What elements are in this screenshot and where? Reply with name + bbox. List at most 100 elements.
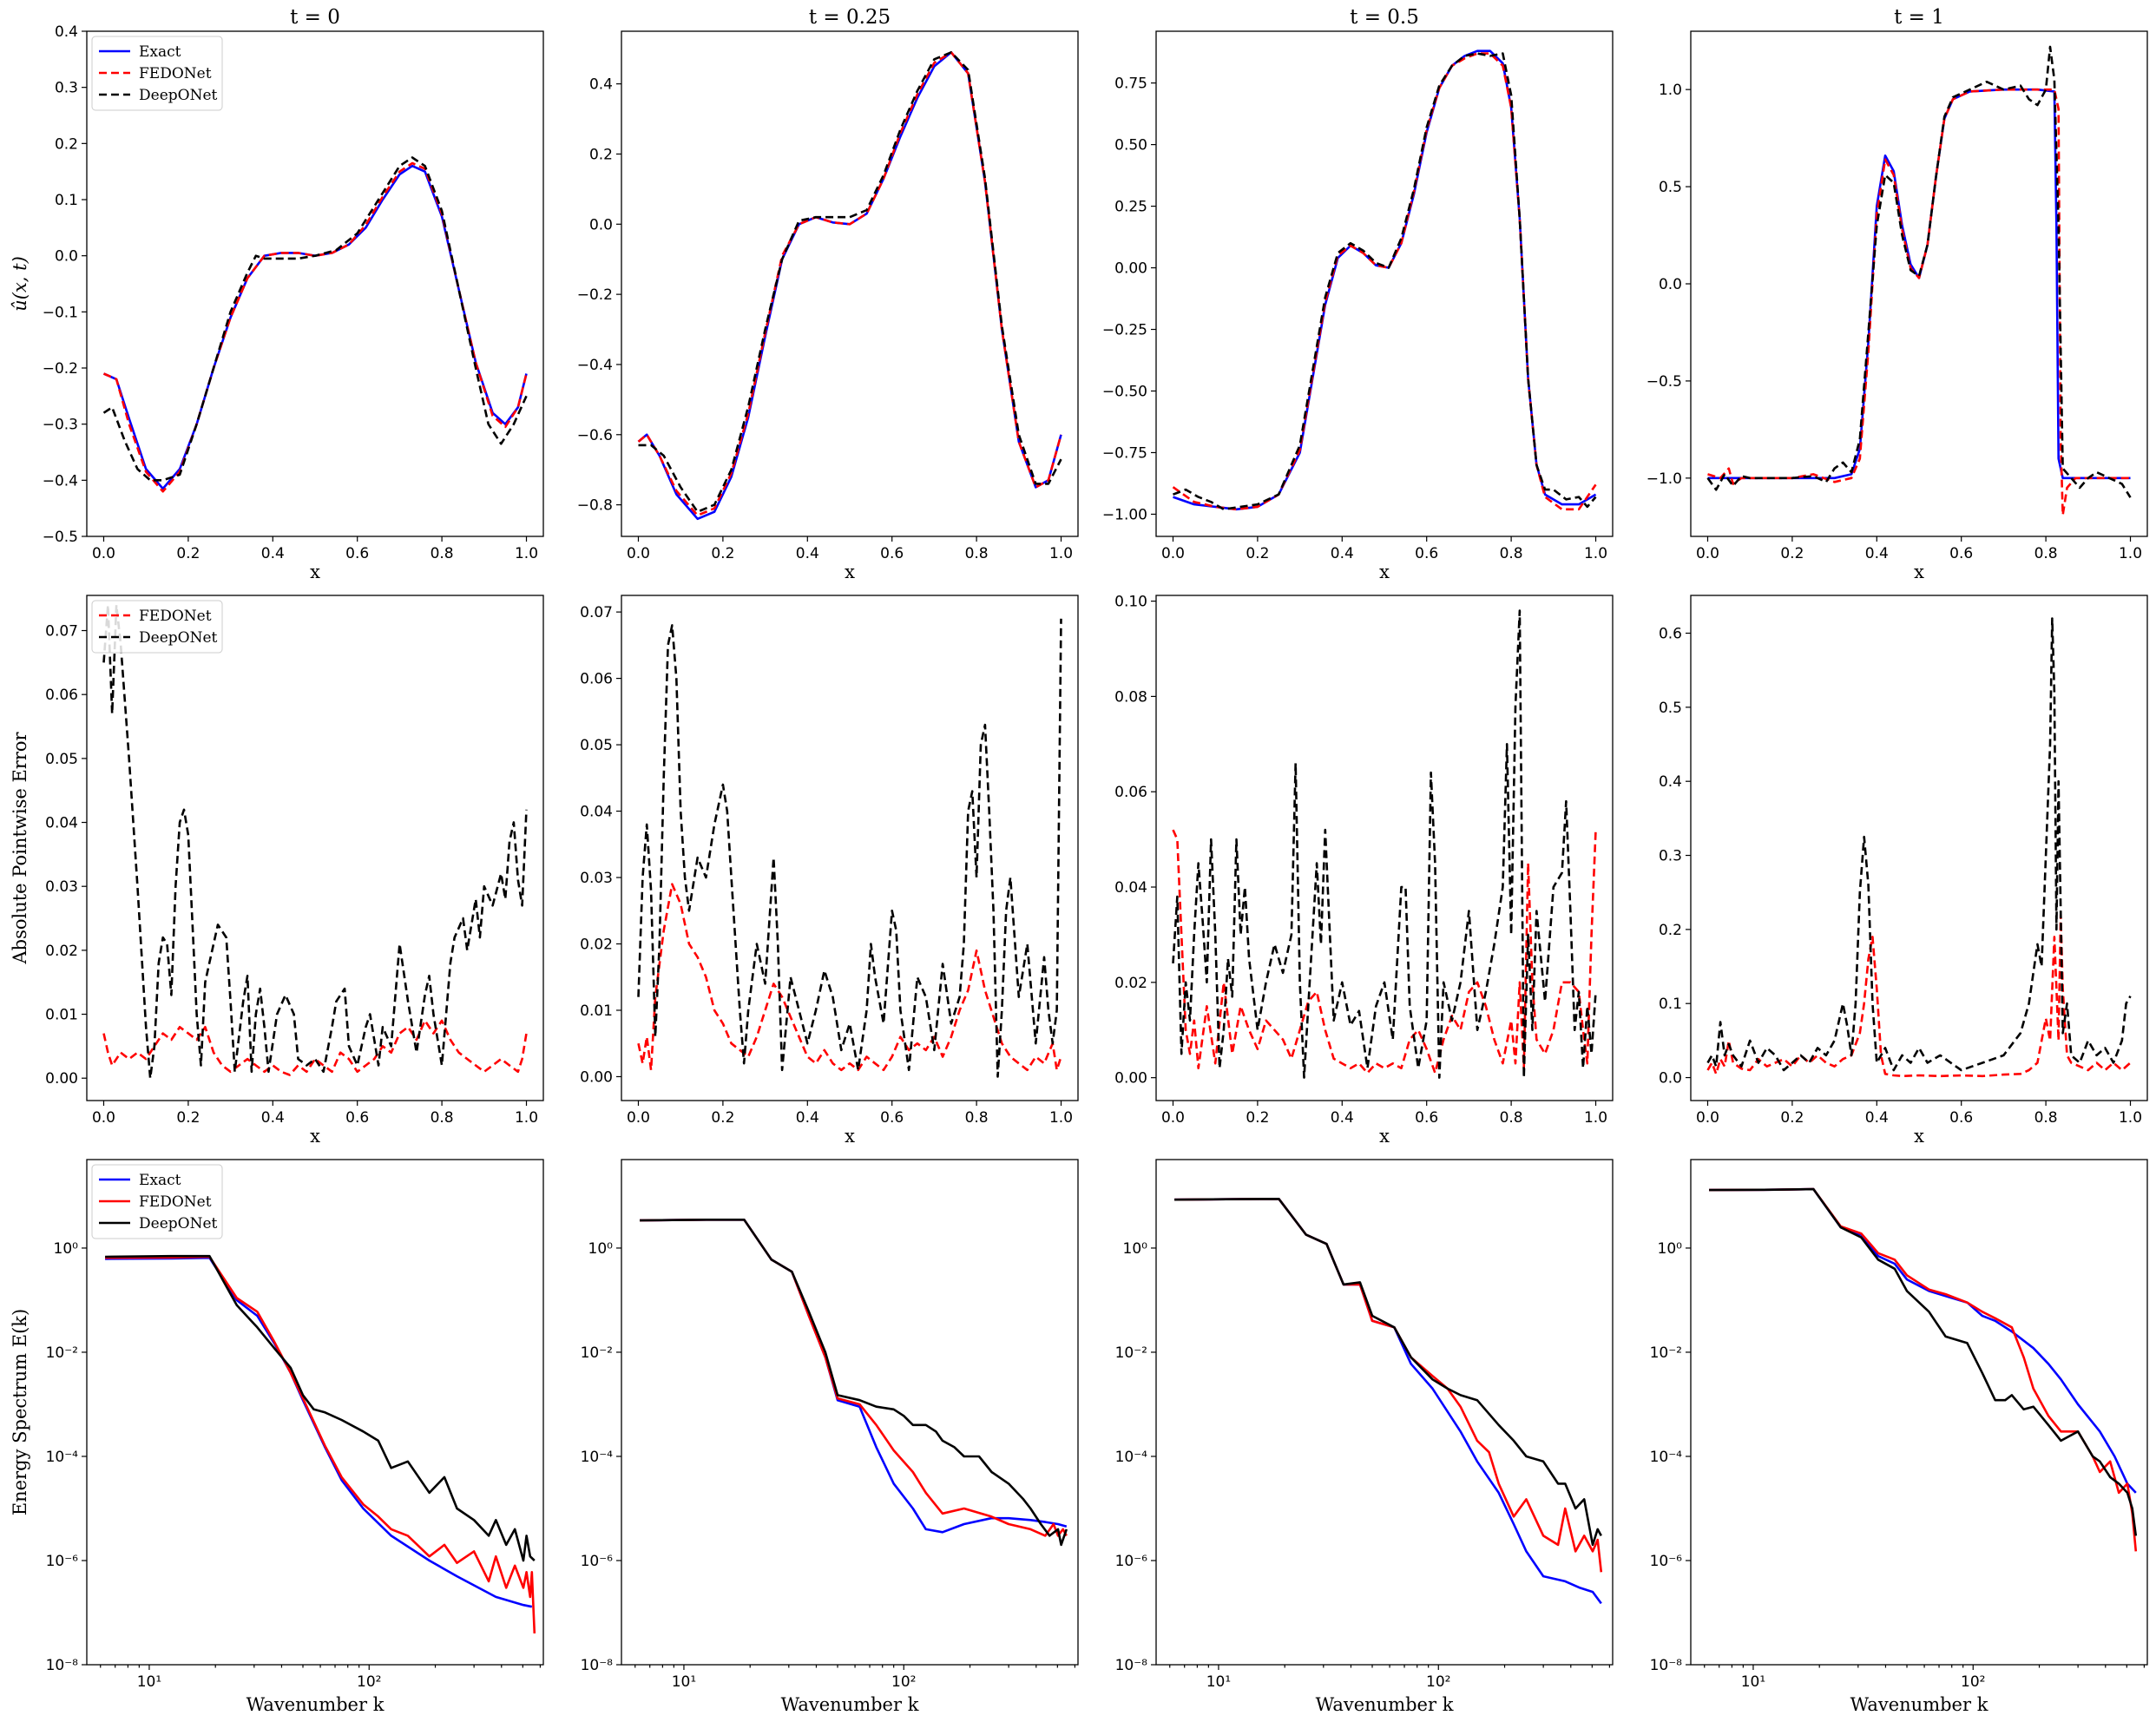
y-tick-label: −0.1	[43, 304, 78, 321]
y-axis-label: Absolute Pointwise Error	[10, 732, 30, 965]
x-tick-label: 0.0	[1161, 1109, 1185, 1127]
x-tick-label: 0.2	[1780, 545, 1804, 562]
y-tick-label: 0.05	[580, 737, 613, 754]
panel-error-t-0-5-frame	[1155, 595, 1614, 1101]
x-axis-label: x	[845, 1126, 855, 1147]
y-tick-label: 10⁻⁸	[1115, 1657, 1148, 1674]
panel-error-t-0-25-frame	[621, 595, 1079, 1101]
panel-solution-t-0-5-series	[1172, 49, 1597, 511]
series-line-fedonet	[1706, 913, 2132, 1078]
panel-solution-t-0: 0.0 0.2 0.4 0.6 0.8 1.0 −0.5 −0.4 −0.3 −0.2 −0.1 0.…	[10, 6, 544, 582]
y-tick-label: 0.01	[45, 1007, 78, 1024]
x-axis-label: x	[1914, 562, 1924, 582]
x-tick-label: 10¹	[1741, 1673, 1765, 1691]
series-line-exact	[1709, 1187, 2137, 1494]
panel-solution-t-1-frame	[1690, 30, 2148, 537]
x-axis-label: x	[1379, 562, 1390, 582]
x-axis-label: x	[845, 562, 855, 582]
x-tick-label: 0.8	[431, 1109, 454, 1127]
y-tick-label: −0.2	[577, 286, 613, 304]
y-tick-label: −1.00	[1102, 506, 1147, 523]
panel-error-t-0-5-series	[1172, 609, 1597, 1079]
legend-entry-deeponet: DeepONet	[139, 1215, 218, 1232]
x-axis-label: x	[1914, 1126, 1924, 1147]
y-tick-label: 0.01	[580, 1002, 613, 1020]
series-line-fedonet	[102, 1019, 528, 1076]
y-tick-label: −0.4	[577, 357, 613, 374]
legend-entry-fedonet: FEDONet	[139, 1193, 212, 1211]
x-tick-label: 0.6	[345, 1109, 369, 1127]
y-tick-label: 0.02	[1114, 975, 1147, 992]
y-tick-label: −0.25	[1102, 322, 1147, 339]
y-tick-label: 10⁻²	[581, 1344, 613, 1362]
y-tick-label: 0.00	[580, 1068, 613, 1086]
panel-error-t-1-series	[1706, 617, 2132, 1078]
x-tick-label: 0.8	[1500, 1109, 1523, 1127]
y-tick-label: 0.06	[580, 671, 613, 688]
panel-solution-t-0-series	[102, 156, 528, 493]
y-tick-label: 0.05	[45, 751, 78, 768]
panel-spectrum-t-0-5-series	[1174, 1198, 1603, 1605]
legend: Exact FEDONet DeepONet	[91, 1164, 223, 1239]
y-tick-label: 0.6	[1659, 626, 1682, 643]
column-title: t = 1	[1894, 6, 1944, 29]
series-line-fedonet	[637, 883, 1062, 1072]
x-tick-label: 0.4	[796, 1109, 819, 1127]
column-title: t = 0	[290, 6, 340, 29]
panel-spectrum-t-0-25-frame	[621, 1159, 1079, 1666]
x-axis-label: x	[310, 1126, 320, 1147]
x-tick-label: 1.0	[515, 1109, 538, 1127]
x-tick-label: 0.4	[1331, 1109, 1354, 1127]
panel-spectrum-t-0-frame	[86, 1159, 544, 1666]
series-line-deeponet	[1706, 617, 2132, 1072]
x-tick-label: 1.0	[515, 545, 538, 562]
x-tick-label: 10¹	[672, 1673, 696, 1691]
legend: Exact FEDONet DeepONet	[91, 36, 223, 111]
y-tick-label: −0.5	[1647, 373, 1682, 391]
x-tick-label: 10¹	[137, 1673, 161, 1691]
x-axis-label: Wavenumber k	[1316, 1694, 1454, 1715]
x-tick-label: 0.0	[1696, 545, 1719, 562]
panel-solution-t-1: 0.0 0.2 0.4 0.6 0.8 1.0 −1.0 −0.5 0.0 0.5 1.0 x t = …	[1647, 6, 2148, 582]
series-line-deeponet	[1173, 52, 1597, 511]
series-line-fedonet	[1172, 829, 1597, 1075]
y-tick-label: 10⁰	[54, 1240, 79, 1258]
y-tick-label: 0.0	[55, 248, 78, 266]
y-tick-label: 10⁰	[1123, 1240, 1148, 1258]
y-tick-label: −0.3	[43, 417, 78, 434]
series-line-exact	[1707, 88, 2131, 480]
panel-spectrum-t-1: 10¹ 10² 10⁻⁸ 10⁻⁶ 10⁻⁴ 10⁻² 10⁰ Wavenumber k	[1650, 1159, 2148, 1715]
y-tick-label: −0.2	[43, 360, 78, 378]
y-tick-label: 0.07	[580, 604, 613, 621]
x-tick-label: 0.8	[1500, 545, 1523, 562]
series-line-fedonet	[1172, 52, 1597, 511]
legend-entry-deeponet: DeepONet	[139, 87, 218, 104]
y-tick-label: −0.75	[1102, 444, 1147, 462]
panel-error-t-1: 0.0 0.2 0.4 0.6 0.8 1.0 0.0 0.1 0.2 0.3 0.4 0.5 0.6 x	[1659, 595, 2148, 1147]
x-tick-label: 0.2	[176, 1109, 200, 1127]
y-tick-label: 10⁻⁴	[1650, 1449, 1683, 1466]
panel-solution-t-0-5: 0.0 0.2 0.4 0.6 0.8 1.0 −1.00 −0.75 −0.50 −0.25 0.…	[1102, 6, 1614, 582]
y-tick-label: 10⁻⁴	[46, 1449, 79, 1466]
x-tick-label: 0.0	[1696, 1109, 1719, 1127]
panel-error-t-0-5: 0.0 0.2 0.4 0.6 0.8 1.0 0.00 0.02 0.04 0.06 0.08 0.…	[1114, 594, 1614, 1147]
legend-entry-deeponet: DeepONet	[139, 629, 218, 647]
legend-entry-exact: Exact	[139, 1172, 181, 1189]
x-tick-label: 0.2	[711, 1109, 734, 1127]
panel-solution-t-0-25: 0.0 0.2 0.4 0.6 0.8 1.0 −0.8 −0.6 −0.4 −0.2 0.0 0.2…	[577, 6, 1079, 582]
y-tick-label: 0.3	[55, 80, 78, 97]
series-line-deeponet	[1172, 609, 1597, 1079]
x-tick-label: 0.2	[176, 545, 200, 562]
panel-grid: 0.0 0.2 0.4 0.6 0.8 1.0 −0.5 −0.4 −0.3 −0.2 −0.1 0.…	[10, 6, 2148, 1715]
y-tick-label: 10⁻⁶	[1650, 1553, 1683, 1570]
x-tick-label: 0.4	[1331, 545, 1354, 562]
y-tick-label: 0.00	[45, 1070, 78, 1088]
x-axis-label: x	[1379, 1126, 1390, 1147]
series-line-fedonet	[1707, 88, 2131, 516]
y-tick-label: 10⁻²	[1115, 1344, 1147, 1362]
y-tick-label: 0.5	[1659, 179, 1682, 196]
panel-spectrum-t-1-series	[1709, 1187, 2138, 1552]
legend-entry-fedonet: FEDONet	[139, 65, 212, 82]
y-tick-label: 0.2	[55, 135, 78, 153]
series-line-deeponet	[1174, 1198, 1602, 1547]
